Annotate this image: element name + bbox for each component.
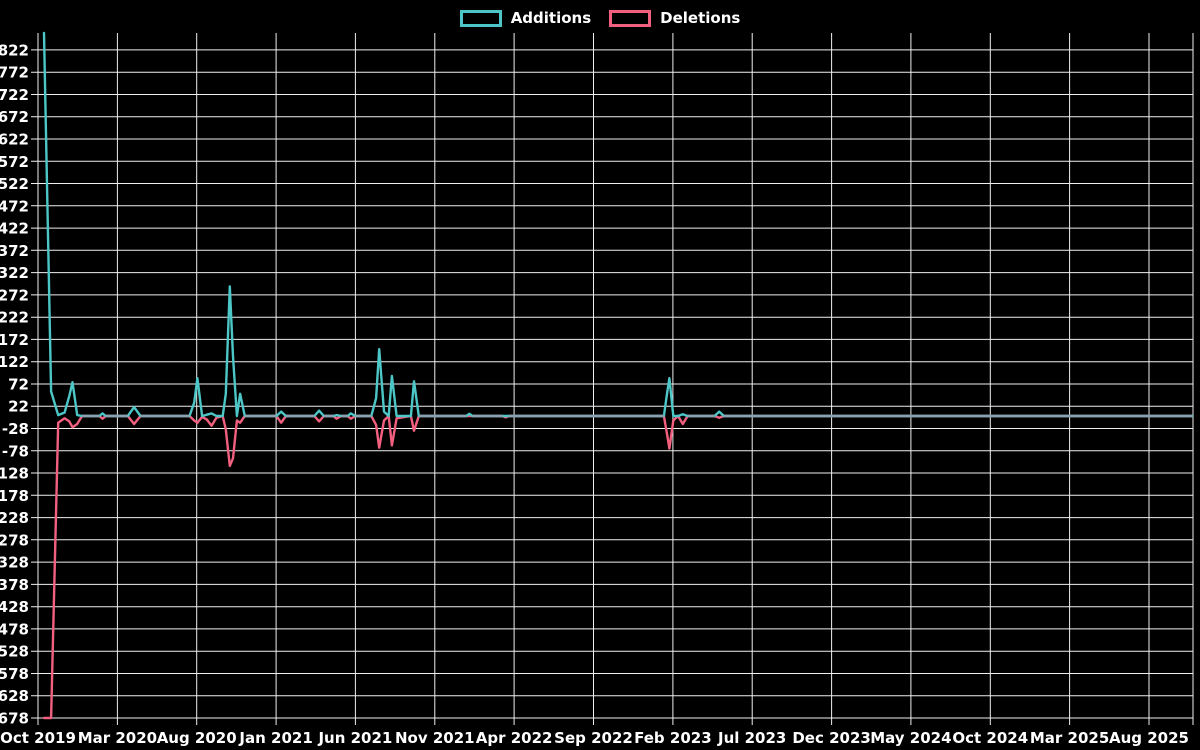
y-tick-label: 322 — [0, 264, 29, 282]
y-tick-label: -628 — [0, 687, 29, 705]
x-tick-label: Apr 2022 — [476, 729, 553, 747]
y-tick-label: 72 — [8, 376, 29, 394]
y-tick-label: 672 — [0, 108, 29, 126]
x-tick-label: Jul 2023 — [717, 729, 786, 747]
x-tick-label: Aug 2025 — [1109, 729, 1189, 747]
y-tick-label: 572 — [0, 153, 29, 171]
y-tick-label: -128 — [0, 465, 29, 483]
y-tick-label: 772 — [0, 64, 29, 82]
x-tick-label: Mar 2025 — [1030, 729, 1109, 747]
additions-swatch-icon — [459, 9, 502, 27]
chart-legend: Additions Deletions — [0, 7, 1200, 29]
deletions-swatch-icon — [609, 9, 652, 27]
y-tick-label: -228 — [0, 509, 29, 527]
x-tick-label: Dec 2023 — [792, 729, 871, 747]
x-tick-label: Oct 2019 — [0, 729, 76, 747]
y-tick-label: -528 — [0, 643, 29, 661]
y-tick-label: -78 — [2, 442, 29, 460]
y-tick-label: -28 — [2, 420, 29, 438]
x-tick-label: Mar 2020 — [78, 729, 157, 747]
y-tick-label: 172 — [0, 331, 29, 349]
y-tick-label: -328 — [0, 554, 29, 572]
x-tick-label: Oct 2024 — [952, 729, 1028, 747]
x-tick-label: Sep 2022 — [554, 729, 633, 747]
y-tick-label: -578 — [0, 665, 29, 683]
y-tick-label: 722 — [0, 86, 29, 104]
x-tick-label: Jan 2021 — [238, 729, 312, 747]
legend-item-deletions: Deletions — [609, 9, 741, 27]
x-tick-label: May 2024 — [870, 729, 951, 747]
y-tick-label: -278 — [0, 531, 29, 549]
y-tick-label: 822 — [0, 41, 29, 59]
y-tick-label: 422 — [0, 220, 29, 238]
x-tick-label: Jun 2021 — [317, 729, 392, 747]
y-tick-label: 222 — [0, 309, 29, 327]
x-tick-label: Feb 2023 — [634, 729, 712, 747]
deletions-line — [42, 414, 1194, 720]
y-tick-label: 472 — [0, 197, 29, 215]
x-tick-label: Aug 2020 — [157, 729, 237, 747]
y-tick-label: 522 — [0, 175, 29, 193]
legend-label-additions: Additions — [510, 9, 592, 27]
y-tick-label: 22 — [8, 398, 29, 416]
y-tick-label: -428 — [0, 598, 29, 616]
y-tick-label: -378 — [0, 576, 29, 594]
y-tick-label: -678 — [0, 710, 29, 728]
x-tick-label: Nov 2021 — [395, 729, 475, 747]
y-tick-label: -178 — [0, 487, 29, 505]
y-tick-label: 122 — [0, 353, 29, 371]
y-tick-label: 272 — [0, 286, 29, 304]
additions-line — [42, 31, 1194, 418]
legend-item-additions: Additions — [459, 9, 592, 27]
y-tick-label: 622 — [0, 131, 29, 149]
y-tick-label: -478 — [0, 620, 29, 638]
legend-label-deletions: Deletions — [660, 9, 741, 27]
y-tick-label: 372 — [0, 242, 29, 260]
